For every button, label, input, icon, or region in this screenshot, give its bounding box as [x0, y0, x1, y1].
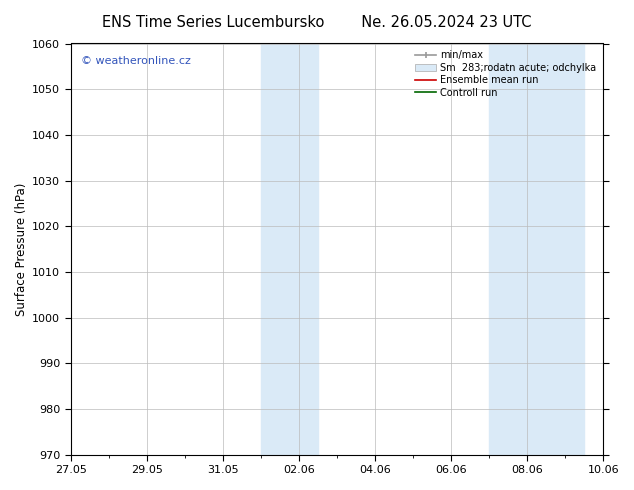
Y-axis label: Surface Pressure (hPa): Surface Pressure (hPa) — [15, 182, 28, 316]
Text: © weatheronline.cz: © weatheronline.cz — [81, 56, 191, 66]
Text: ENS Time Series Lucembursko        Ne. 26.05.2024 23 UTC: ENS Time Series Lucembursko Ne. 26.05.20… — [102, 15, 532, 30]
Legend: min/max, Sm  283;rodatn acute; odchylka, Ensemble mean run, Controll run: min/max, Sm 283;rodatn acute; odchylka, … — [413, 49, 598, 99]
Bar — [261, 44, 318, 455]
Bar — [489, 44, 584, 455]
